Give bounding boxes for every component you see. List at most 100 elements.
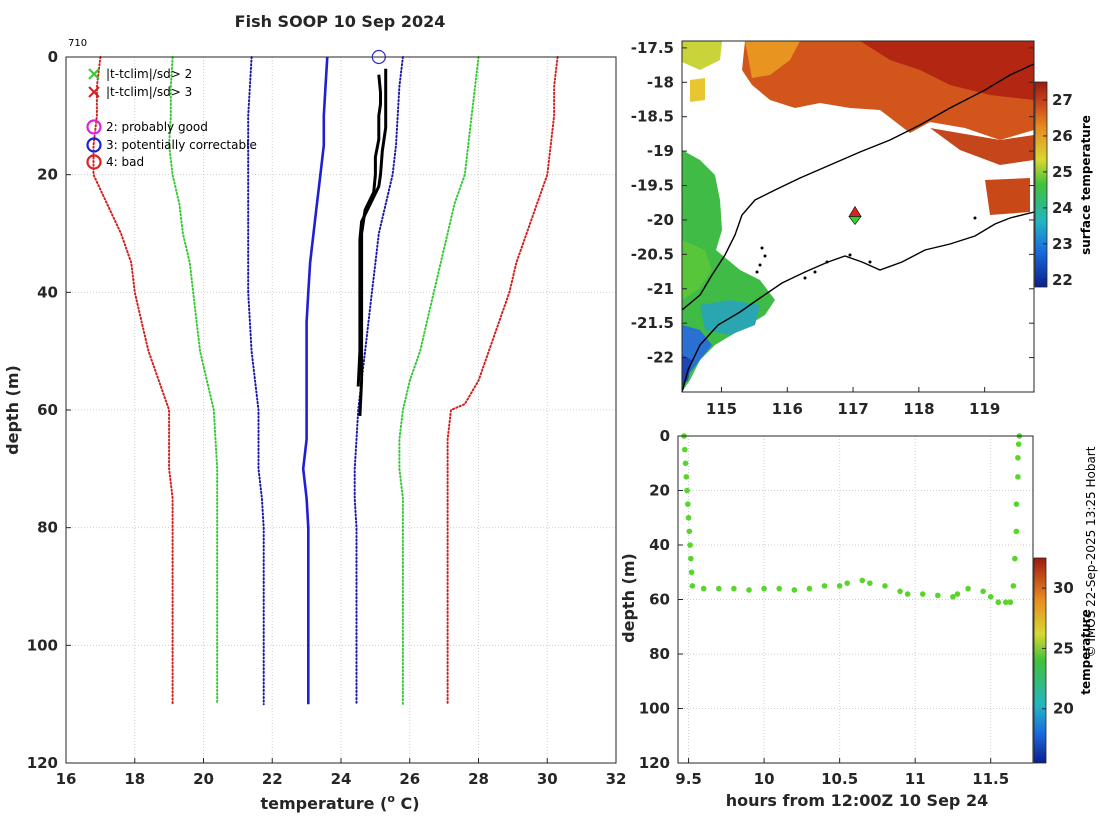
sst-cb-tick: 22: [1052, 271, 1073, 289]
track-point: [1015, 474, 1021, 480]
track-ytick: 20: [649, 482, 670, 500]
track-point: [688, 569, 695, 576]
profile-series-clim-1sd: [247, 56, 265, 706]
track-ytick: 0: [660, 427, 670, 445]
track-xtick: 11.5: [972, 770, 1009, 788]
profile-xtick: 26: [399, 770, 420, 788]
profile-ytick: 0: [48, 48, 58, 66]
track-point: [995, 599, 1002, 606]
track-point: [685, 501, 691, 507]
legend-x-marker: [88, 68, 100, 80]
map-xtick: 119: [969, 400, 1000, 418]
profile-ytick: 100: [27, 636, 58, 654]
sst-yellow-nw: [682, 41, 722, 70]
track-point: [791, 587, 798, 593]
track-ylabel: depth (m): [619, 553, 638, 643]
track-point: [919, 591, 926, 597]
track-point: [715, 585, 722, 592]
legend-label: 4: bad: [106, 155, 144, 169]
legend-label: |t-tclim|/sd> 2: [106, 67, 192, 81]
profile-series-clim-3sd: [92, 56, 174, 706]
map-ytick: -21: [647, 280, 674, 298]
profile-series-clim-2sd: [398, 56, 480, 706]
sst-patch-mid: [930, 128, 1034, 165]
profile-xtick: 28: [468, 770, 489, 788]
track-point: [867, 580, 873, 586]
track-point: [776, 585, 783, 592]
legend-label: 3: potentially correctable: [106, 138, 257, 152]
legend-label: 2: probably good: [106, 120, 208, 134]
temp-colorbar: [1033, 557, 1047, 764]
track-xtick: 10: [754, 770, 775, 788]
map-ytick: -20.5: [631, 245, 674, 263]
sst-hot-field: [860, 41, 1034, 100]
track-point: [1013, 528, 1020, 535]
profile-xtick: 32: [606, 770, 627, 788]
profile-ytick: 120: [27, 754, 58, 772]
track-point: [821, 583, 828, 589]
track-ytick: 60: [649, 591, 670, 609]
track-xlabel: hours from 12:00Z 10 Sep 24: [726, 791, 988, 810]
profile-panel: 16 18 20 22 24 26 28 30 32 0 20 40 60 80 100 120 710 t…: [3, 38, 626, 813]
map-xtick: 118: [903, 400, 934, 418]
sst-yellow-patch: [690, 78, 705, 102]
profile-ytick: 80: [37, 519, 58, 537]
profile-xtick: 24: [331, 770, 352, 788]
track-point: [1010, 583, 1017, 589]
track-point: [761, 585, 767, 592]
station-marker-green: [848, 216, 862, 225]
legend-label: |t-tclim|/sd> 3: [106, 85, 192, 99]
track-point: [1013, 501, 1020, 507]
track-xtick: 11: [905, 770, 926, 788]
track-panel: 9.5 10 10.5 11 11.5 0 20 40 60 80 100 120 hours fr…: [619, 427, 1093, 810]
track-point: [954, 591, 961, 597]
profile-xtick: 20: [193, 770, 214, 788]
track-point: [731, 585, 737, 592]
sst-patch-east: [985, 178, 1030, 215]
map-ytick: -21.5: [631, 314, 674, 332]
map-panel: 115 116 117 118 119 -17.5 -18 -18.5 -19 -19.5 -20…: [631, 39, 1093, 418]
map-axes-box: [681, 40, 1035, 393]
temp-cb-tick: 30: [1053, 579, 1074, 597]
map-ytick: -22: [647, 349, 674, 367]
profile-ylabel: depth (m): [3, 365, 22, 455]
sst-orange-patch: [745, 41, 800, 78]
track-xtick: 9.5: [675, 770, 702, 788]
track-point: [682, 460, 689, 467]
track-point: [687, 542, 693, 548]
profile-series-observed-b: [356, 68, 388, 387]
map-xtick: 117: [837, 400, 868, 418]
track-point: [686, 528, 693, 535]
track-point: [685, 514, 692, 521]
track-point: [836, 583, 843, 589]
profile-legend: |t-tclim|/sd> 2 |t-tclim|/sd> 3 2: probabl…: [86, 67, 257, 170]
profile-id: 710: [68, 38, 87, 49]
track-ytick: 120: [639, 754, 670, 772]
track-point: [844, 580, 850, 586]
track-point: [746, 587, 752, 593]
sst-cb-tick: 24: [1052, 199, 1073, 217]
track-point: [681, 446, 688, 453]
track-point: [1003, 599, 1009, 606]
legend-x-marker: [88, 86, 100, 98]
track-point: [688, 555, 694, 562]
credit-text: © IMOS 22-Sep-2025 13:25 Hobart: [1084, 446, 1098, 657]
profile-ytick: 20: [37, 166, 58, 184]
profile-series-clim-3sd: [446, 56, 559, 706]
track-point: [1012, 555, 1018, 562]
legend-circle-marker: [86, 119, 102, 135]
map-ytick: -19.5: [631, 177, 674, 195]
map-ytick: -20: [647, 211, 674, 229]
sst-cb-tick: 23: [1052, 235, 1073, 253]
track-ytick: 100: [639, 700, 670, 718]
track-point: [859, 577, 866, 584]
track-xtick: 10.5: [821, 770, 858, 788]
track-point: [980, 588, 986, 595]
track-point: [684, 487, 690, 494]
track-point: [935, 592, 941, 599]
profile-xtick: 22: [262, 770, 283, 788]
track-point: [683, 474, 690, 480]
profile-ytick: 40: [37, 283, 58, 301]
sst-cb-tick: 26: [1052, 127, 1073, 145]
